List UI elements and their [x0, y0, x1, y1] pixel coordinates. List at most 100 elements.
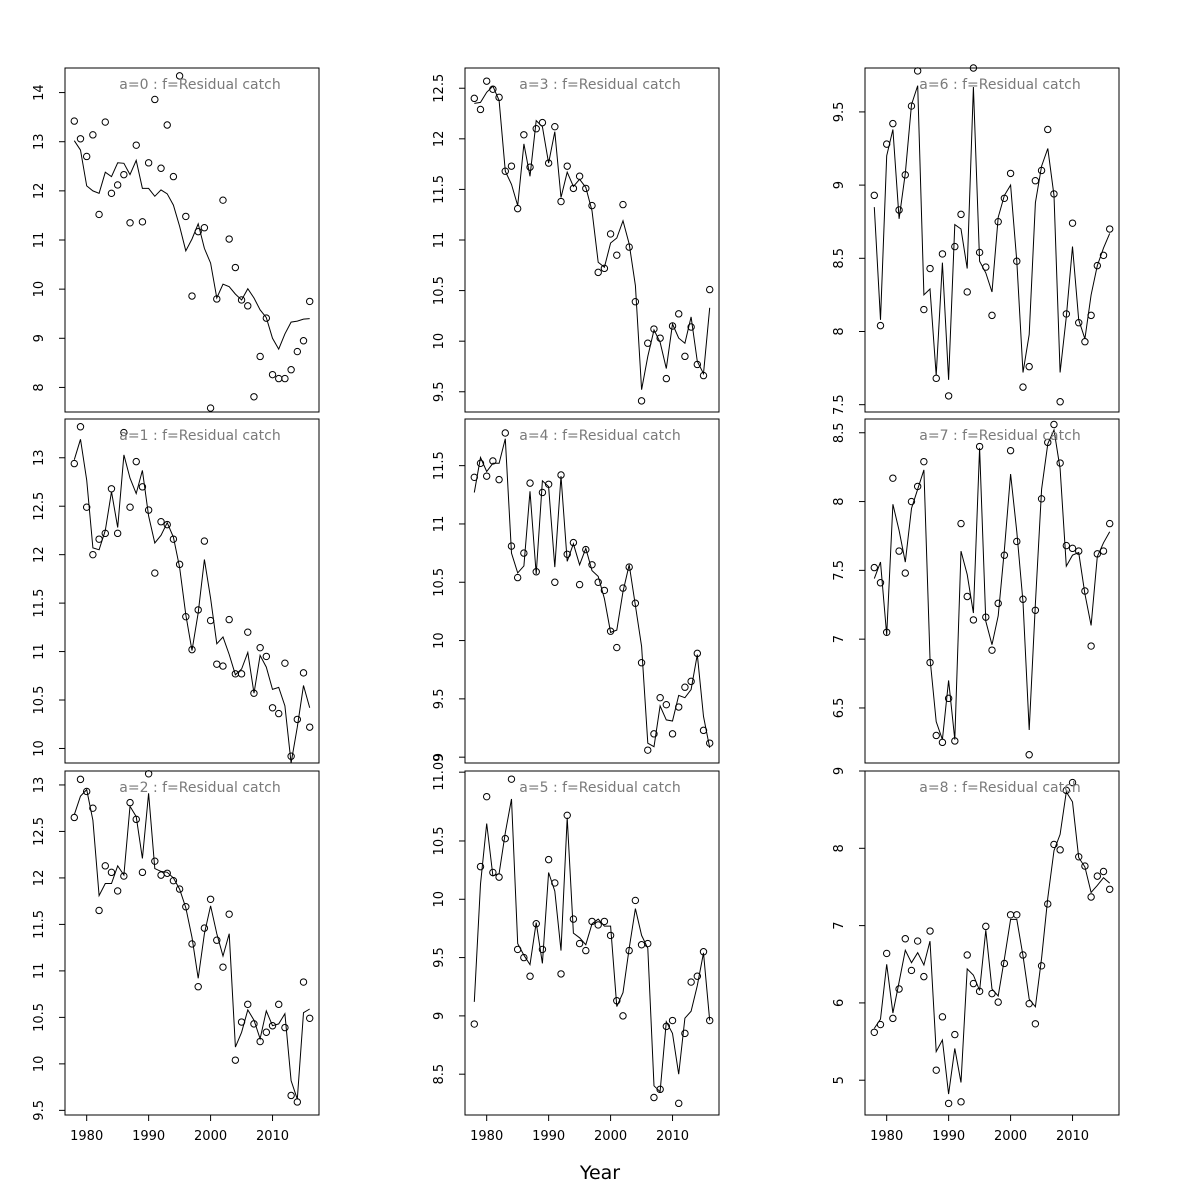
observed-point: [920, 457, 928, 466]
observed-point: [126, 503, 134, 511]
observed-point: [1068, 219, 1077, 227]
panel-1: 9.5 10 10.5 11 11.5 12 12.5 a=3 : f=Residual ca…: [432, 67, 720, 413]
y-tick-label: 9.5: [832, 102, 847, 123]
observed-point: [1050, 190, 1058, 198]
observed-point: [975, 987, 984, 996]
y-tick-label: 10: [32, 281, 47, 298]
observed-point: [588, 561, 596, 569]
observed-point: [1106, 225, 1114, 233]
observed-point: [231, 263, 240, 272]
observed-point: [613, 643, 621, 652]
observed-point: [250, 1020, 258, 1028]
observed-point: [582, 545, 590, 554]
observed-point: [988, 646, 996, 654]
observed-point: [495, 475, 503, 484]
observed-point: [163, 520, 171, 529]
y-tick-label: 12: [32, 870, 47, 887]
panel-title: a=8 : f=Residual catch: [919, 780, 1080, 796]
observed-point: [1106, 519, 1114, 528]
observed-point: [275, 374, 283, 383]
observed-point: [1031, 606, 1040, 614]
panel-title: a=3 : f=Residual catch: [519, 77, 680, 93]
observed-point: [1037, 962, 1046, 970]
observed-point: [200, 537, 209, 545]
observed-point: [637, 397, 646, 405]
y-tick-label: 11: [32, 643, 47, 660]
observed-point: [1000, 959, 1009, 968]
observed-point: [476, 862, 485, 871]
observed-point: [625, 563, 633, 571]
observed-point: [1000, 194, 1009, 202]
observed-point: [157, 164, 165, 172]
observed-point: [225, 910, 233, 918]
observed-point: [107, 189, 116, 198]
x-tick-label: 2010: [1056, 1129, 1089, 1144]
observed-point: [268, 704, 277, 712]
observed-point: [70, 459, 78, 468]
observed-point: [907, 102, 916, 110]
observed-point: [120, 428, 128, 437]
observed-point: [250, 689, 258, 697]
observed-point: [1068, 544, 1077, 553]
observed-point: [250, 393, 258, 401]
observed-point: [194, 227, 202, 236]
y-tick-label: 12.5: [32, 817, 47, 846]
observed-point: [656, 693, 664, 702]
observed-point: [681, 1029, 689, 1038]
observed-point: [206, 616, 215, 625]
observed-point: [538, 488, 547, 497]
observed-point: [169, 877, 178, 885]
observed-point: [631, 599, 640, 607]
observed-point: [575, 172, 584, 180]
observed-point: [1087, 642, 1095, 650]
observed-point: [988, 989, 996, 998]
observed-point: [281, 1023, 289, 1032]
observed-point: [569, 184, 578, 193]
observed-point: [644, 746, 652, 754]
observed-point: [476, 459, 485, 468]
observed-point: [563, 811, 571, 820]
observed-point: [1013, 911, 1021, 919]
y-tick-label: 10.5: [432, 276, 447, 305]
observed-point: [113, 529, 122, 538]
x-tick-label: 1980: [70, 1129, 103, 1144]
y-tick-label: 7.5: [832, 394, 847, 415]
x-tick-label: 1980: [870, 1129, 903, 1144]
observed-point: [1000, 551, 1009, 559]
observed-point: [513, 573, 522, 582]
observed-point: [882, 949, 891, 958]
observed-point: [126, 798, 134, 807]
observed-point: [287, 1091, 295, 1100]
panel-title: a=5 : f=Residual catch: [519, 780, 680, 796]
observed-point: [895, 547, 903, 555]
observed-point: [213, 295, 221, 303]
observed-point: [982, 922, 990, 931]
y-tick-label: 11.5: [432, 175, 447, 204]
y-tick-label: 6.5: [832, 698, 847, 719]
observed-point: [619, 1012, 627, 1020]
observed-point: [138, 868, 147, 877]
observed-point: [225, 615, 233, 624]
observed-point: [901, 935, 909, 943]
observed-point: [95, 535, 103, 543]
panel-7: 8.5 9 9.5 10 10.5 11.09 1980 1990 2000 2010 a=5 : …: [432, 754, 720, 1144]
observed-point: [144, 506, 153, 514]
y-tick-label: 10.5: [432, 826, 447, 855]
y-tick-label: 8.5: [432, 1064, 447, 1085]
observed-point: [938, 250, 947, 258]
observed-point: [482, 792, 491, 801]
observed-point: [1050, 840, 1058, 849]
observed-point: [76, 775, 85, 784]
y-tick-label: 11.5: [432, 451, 447, 480]
observed-point: [1081, 862, 1089, 870]
observed-point: [194, 982, 202, 991]
y-tick-label: 8.5: [832, 422, 847, 443]
observed-point: [693, 972, 702, 980]
observed-point: [687, 978, 695, 986]
y-tick-label: 10: [432, 333, 447, 350]
y-tick-label: 7.5: [832, 560, 847, 581]
observed-point: [219, 963, 227, 971]
observed-point: [907, 966, 916, 975]
observed-point: [994, 599, 1002, 608]
